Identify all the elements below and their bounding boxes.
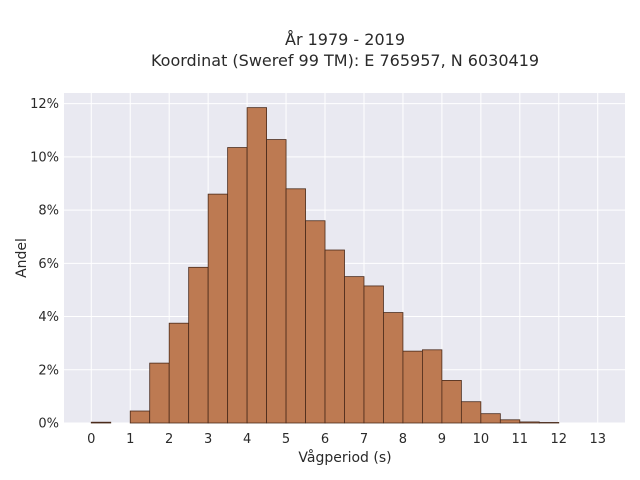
x-tick-label: 4 (243, 432, 251, 447)
histogram-bar (129, 410, 151, 424)
y-tick-label: 0% (38, 417, 59, 432)
x-tick-label: 5 (282, 432, 290, 447)
histogram-bar (266, 139, 287, 424)
x-tick-label: 1 (126, 432, 134, 447)
histogram-bar (207, 193, 229, 424)
histogram-bar (363, 285, 384, 424)
y-tick-label: 6% (38, 257, 59, 272)
x-tick-label: 12 (550, 432, 567, 447)
histogram-bar (480, 413, 501, 424)
x-axis-label: Vågperiod (s) (298, 449, 391, 466)
histogram-bar (383, 312, 404, 424)
x-tick-label: 11 (512, 432, 529, 447)
chart-title-line2: Koordinat (Sweref 99 TM): E 765957, N 60… (151, 51, 539, 70)
histogram-bar (188, 266, 209, 424)
histogram-bar (285, 188, 306, 424)
bars (90, 107, 560, 424)
x-tick-label: 8 (399, 432, 407, 447)
x-tick-label: 13 (589, 432, 606, 447)
histogram-bar (324, 249, 345, 424)
x-tick-label: 3 (204, 432, 212, 447)
histogram-bar (441, 380, 462, 424)
y-tick-label: 8% (38, 204, 59, 219)
histogram-bar (305, 220, 326, 424)
x-tick-labels: 0 1 2 3 4 5 6 7 8 9 10 11 12 13 (87, 432, 606, 447)
histogram-bar (149, 362, 170, 424)
y-tick-labels: 0% 2% 4% 6% 8% 10% 12% (30, 97, 59, 431)
histogram-bar (90, 421, 112, 424)
y-tick-label: 12% (30, 97, 59, 112)
y-tick-label: 10% (30, 150, 59, 165)
x-tick-label: 0 (87, 432, 95, 447)
histogram-bar (499, 419, 521, 424)
y-tick-label: 4% (38, 310, 59, 325)
x-tick-label: 9 (438, 432, 446, 447)
x-tick-label: 2 (165, 432, 173, 447)
histogram-bar (344, 276, 365, 424)
histogram-bar (227, 147, 248, 424)
x-tick-label: 10 (473, 432, 490, 447)
histogram-bar (460, 401, 482, 424)
histogram-bar (402, 350, 423, 424)
histogram-bar (422, 349, 443, 424)
histogram-bar (519, 421, 540, 424)
histogram-bar (246, 107, 267, 424)
x-tick-label: 7 (360, 432, 368, 447)
x-tick-label: 6 (321, 432, 329, 447)
histogram-bar (538, 422, 560, 424)
chart-title-line1: År 1979 - 2019 (285, 30, 405, 49)
histogram-bar (168, 322, 190, 424)
y-axis-label: Andel (14, 238, 30, 278)
y-tick-label: 2% (38, 363, 59, 378)
